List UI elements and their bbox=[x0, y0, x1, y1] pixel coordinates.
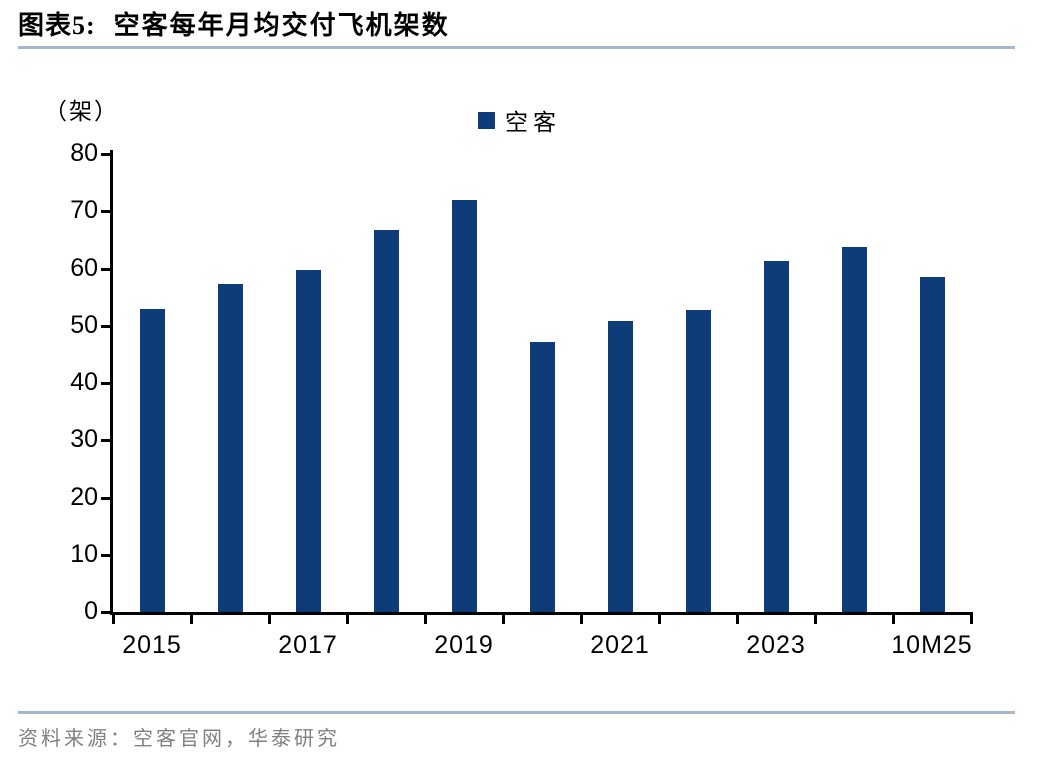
y-tick bbox=[101, 382, 110, 385]
y-tick bbox=[101, 267, 110, 271]
y-tick-label: 60 bbox=[70, 253, 98, 282]
x-tick bbox=[658, 615, 661, 624]
x-tick bbox=[814, 615, 817, 624]
x-tick bbox=[580, 615, 583, 624]
bar-10M25 bbox=[919, 277, 945, 612]
y-tick-label: 0 bbox=[84, 597, 98, 625]
bar-2020 bbox=[529, 341, 555, 612]
y-tick bbox=[101, 496, 110, 500]
y-tick-label: 20 bbox=[70, 482, 98, 511]
x-tick-label: 10M25 bbox=[891, 631, 973, 659]
bar-2017 bbox=[295, 269, 321, 612]
x-axis-line bbox=[110, 612, 973, 615]
y-tick-label: 40 bbox=[70, 368, 98, 396]
y-tick bbox=[101, 324, 110, 328]
x-tick bbox=[112, 615, 115, 624]
x-tick bbox=[970, 615, 973, 624]
footer-divider bbox=[18, 711, 1015, 714]
x-tick bbox=[502, 615, 505, 624]
x-tick bbox=[190, 615, 193, 624]
figure-title: 图表5: 空客每年月均交付飞机架数 bbox=[18, 10, 1015, 42]
figure-title-text: 空客每年月均交付飞机架数 bbox=[113, 11, 450, 40]
x-tick bbox=[346, 615, 349, 624]
x-tick bbox=[892, 615, 895, 624]
x-tick-label: 2017 bbox=[278, 631, 338, 659]
source-note: 资料来源：空客官网，华泰研究 bbox=[18, 728, 340, 750]
legend-label: 空客 bbox=[505, 110, 561, 135]
x-tick bbox=[424, 615, 427, 624]
y-tick-label: 70 bbox=[70, 196, 98, 225]
x-tick-label: 2019 bbox=[434, 631, 494, 659]
bar-2015 bbox=[139, 309, 165, 612]
bar-2021 bbox=[607, 320, 633, 612]
y-tick bbox=[101, 439, 110, 443]
bar-2024 bbox=[841, 246, 867, 612]
y-tick-label: 30 bbox=[70, 425, 98, 454]
y-tick-label: 80 bbox=[70, 139, 98, 167]
y-axis-line bbox=[110, 150, 113, 615]
y-tick bbox=[101, 553, 110, 557]
y-tick-label: 50 bbox=[70, 310, 98, 339]
title-divider bbox=[18, 46, 1015, 49]
bar-2022 bbox=[685, 309, 711, 612]
x-tick bbox=[268, 615, 271, 624]
bar-2016 bbox=[217, 283, 243, 612]
y-tick bbox=[101, 153, 110, 156]
x-tick-label: 2021 bbox=[590, 631, 650, 659]
legend-swatch-icon bbox=[478, 111, 495, 129]
bar-2019 bbox=[451, 200, 477, 612]
bar-2018 bbox=[373, 230, 399, 612]
x-tick-label: 2015 bbox=[122, 631, 182, 659]
figure-number-label: 图表5: bbox=[18, 11, 96, 40]
x-tick bbox=[736, 615, 739, 624]
y-tick-label: 10 bbox=[70, 539, 98, 568]
y-tick bbox=[101, 210, 110, 214]
y-tick bbox=[101, 611, 110, 614]
bar-2023 bbox=[763, 261, 789, 612]
chart-legend: 空客 bbox=[478, 103, 561, 137]
y-axis-unit-label: （架） bbox=[44, 99, 119, 124]
x-tick-label: 2023 bbox=[746, 631, 806, 659]
